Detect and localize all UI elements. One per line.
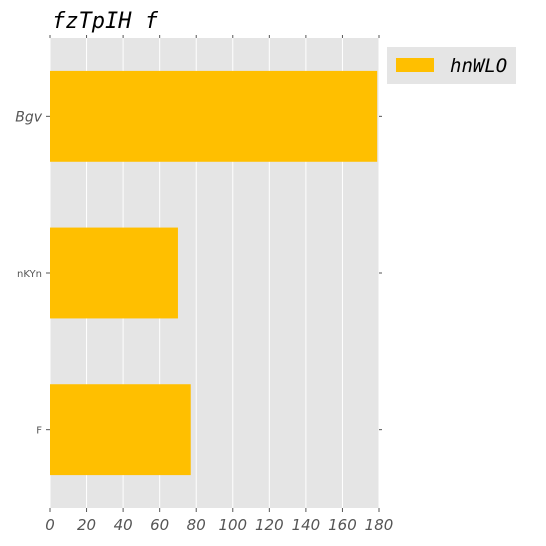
legend-label: hnWLO xyxy=(450,55,507,77)
y-tick-label: Bgv xyxy=(15,109,42,125)
bars xyxy=(50,70,378,476)
x-tick-label: 160 xyxy=(328,516,357,534)
x-tick-label: 60 xyxy=(150,516,169,534)
x-tick-label: 20 xyxy=(77,516,96,534)
y-tick-label: nKYn xyxy=(17,269,42,280)
x-tick-label: 120 xyxy=(255,516,284,534)
x-tick-label: 180 xyxy=(365,516,394,534)
bar xyxy=(50,384,191,476)
legend-swatch xyxy=(396,58,434,72)
x-tick-label: 80 xyxy=(187,516,206,534)
y-tick-label: F xyxy=(36,426,42,437)
x-tick-label: 140 xyxy=(292,516,321,534)
chart-title: fzTpIH f xyxy=(52,9,159,34)
bar xyxy=(50,70,378,162)
legend: hnWLO xyxy=(387,47,516,84)
x-tick-label: 100 xyxy=(218,516,247,534)
x-tick-label: 40 xyxy=(114,516,133,534)
x-tick-label: 0 xyxy=(45,516,55,534)
bar xyxy=(50,227,178,319)
y-axis: Bgv nKYn F xyxy=(15,109,382,437)
x-axis: 0 20 40 60 80 100 120 140 160 180 xyxy=(45,35,393,534)
